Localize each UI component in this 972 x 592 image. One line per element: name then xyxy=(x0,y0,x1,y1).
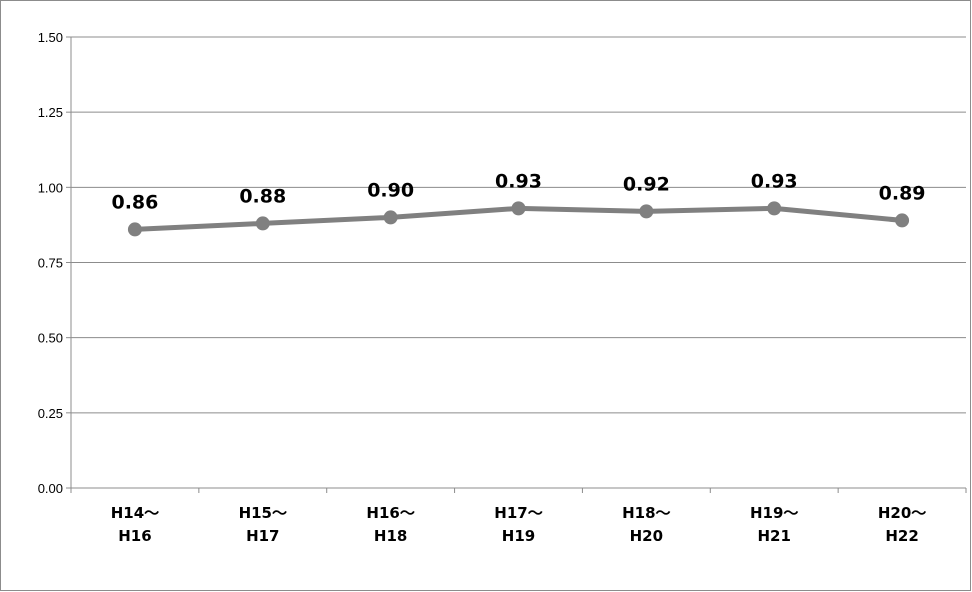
x-tick-label: H20～ H22 xyxy=(878,504,926,545)
x-tick-label: H19～ H21 xyxy=(750,504,798,545)
y-tick-labels: 0.00 0.25 0.50 0.75 1.00 1.25 1.50 xyxy=(38,30,63,496)
data-label: 0.93 xyxy=(495,170,542,192)
data-label: 0.92 xyxy=(623,173,670,195)
x-tick-label: H15～ H17 xyxy=(239,504,287,545)
data-point xyxy=(255,216,270,231)
data-point xyxy=(383,210,398,225)
y-tick-label: 0.25 xyxy=(38,406,63,421)
data-label: 0.93 xyxy=(751,170,798,192)
data-labels: 0.86 0.88 0.90 0.93 0.92 0.93 0.89 xyxy=(111,170,925,213)
x-tick-label: H18～ H20 xyxy=(622,504,670,545)
y-tick-label: 1.50 xyxy=(38,30,63,45)
data-point xyxy=(127,222,142,237)
y-tick-label: 0.75 xyxy=(38,256,63,271)
data-label: 0.89 xyxy=(879,182,926,204)
x-tick-label: H14～ H16 xyxy=(111,504,159,545)
data-label: 0.90 xyxy=(367,179,414,201)
data-point xyxy=(511,201,526,216)
data-point xyxy=(895,213,910,228)
axes xyxy=(66,36,967,493)
y-tick-label: 0.50 xyxy=(38,331,63,346)
gridlines xyxy=(71,36,966,414)
y-tick-label: 1.00 xyxy=(38,180,63,195)
series-points xyxy=(127,201,910,237)
data-point xyxy=(639,204,654,219)
x-tick-label: H17～ H19 xyxy=(494,504,542,545)
y-tick-label: 1.25 xyxy=(38,105,63,120)
x-tick-label: H16～ H18 xyxy=(366,504,414,545)
data-point xyxy=(767,201,782,216)
x-tick-labels: H14～ H16 H15～ H17 H16～ H18 H17～ H19 H18～ H20 H19～ H… xyxy=(111,504,927,545)
data-label: 0.88 xyxy=(239,185,286,207)
data-label: 0.86 xyxy=(111,191,158,213)
y-tick-label: 0.00 xyxy=(38,481,63,496)
